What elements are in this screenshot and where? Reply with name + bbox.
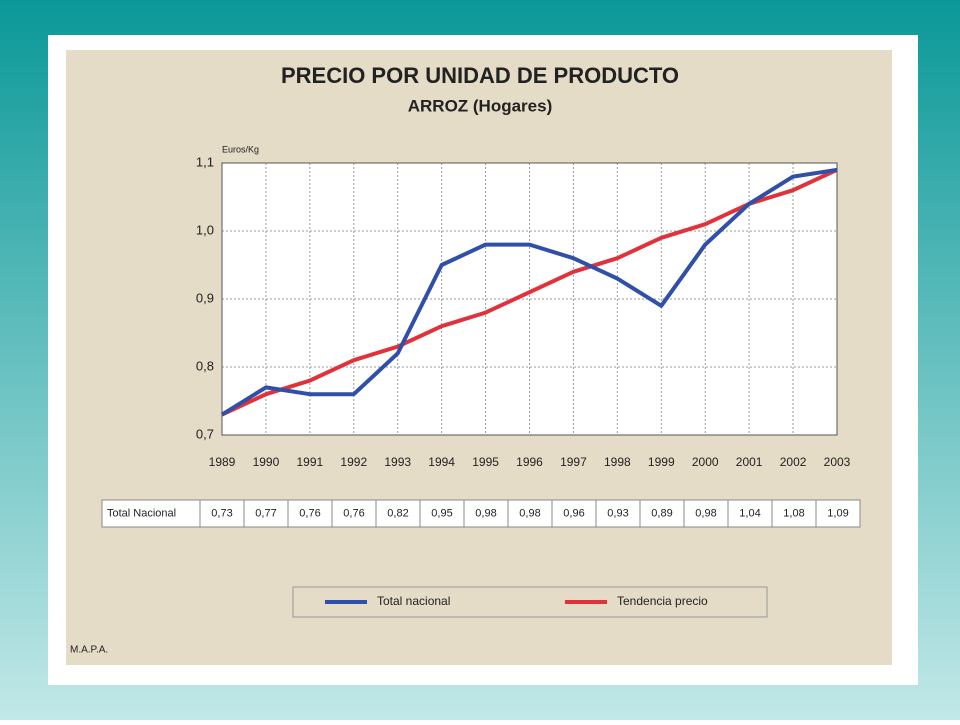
table-cell [551, 499, 597, 528]
chart-title: PRECIO POR UNIDAD DE PRODUCTO [281, 63, 679, 88]
table-value: 1,09 [827, 507, 848, 519]
x-tick-label: 2002 [780, 455, 807, 469]
table-value: 0,77 [255, 507, 276, 519]
x-tick-label: 1989 [209, 455, 236, 469]
x-tick-label: 1991 [297, 455, 324, 469]
table-row-label: Total Nacional [107, 507, 176, 519]
y-tick-label: 1,0 [196, 222, 214, 237]
table-cell [815, 499, 861, 528]
table-cell [463, 499, 509, 528]
x-tick-label: 1999 [648, 455, 675, 469]
table-value: 0,93 [607, 507, 628, 519]
table-value: 0,76 [343, 507, 364, 519]
table-cell [595, 499, 641, 528]
table-cell [375, 499, 421, 528]
legend-label: Total nacional [377, 594, 450, 608]
y-tick-label: 0,7 [196, 426, 214, 441]
x-tick-label: 1995 [472, 455, 499, 469]
x-tick-label: 1990 [253, 455, 280, 469]
x-tick-label: 1992 [340, 455, 367, 469]
legend-label: Tendencia precio [617, 594, 708, 608]
table-cell [507, 499, 553, 528]
table-value: 0,89 [651, 507, 672, 519]
table-value: 0,98 [519, 507, 540, 519]
y-tick-label: 0,8 [196, 358, 214, 373]
series-line [220, 167, 838, 417]
table-cell [287, 499, 333, 528]
series-line [221, 167, 838, 417]
x-tick-label: 1996 [516, 455, 543, 469]
table-value: 1,08 [783, 507, 804, 519]
table-cell [199, 499, 245, 528]
x-tick-label: 2000 [692, 455, 719, 469]
x-tick-label: 1997 [560, 455, 587, 469]
table-value: 1,04 [739, 507, 760, 519]
x-tick-label: 2001 [736, 455, 763, 469]
table-value: 0,98 [695, 507, 716, 519]
y-axis-label: Euros/Kg [222, 144, 259, 154]
table-cell [639, 499, 685, 528]
table-value: 0,73 [211, 507, 232, 519]
legend [292, 586, 768, 618]
table-cell [683, 499, 729, 528]
x-tick-label: 1998 [604, 455, 631, 469]
plot-border [221, 162, 838, 436]
y-tick-label: 1,1 [196, 154, 214, 169]
x-tick-label: 1994 [428, 455, 455, 469]
table-value: 0,95 [431, 507, 452, 519]
table-cell [419, 499, 465, 528]
table-cell [727, 499, 773, 528]
table-value: 0,96 [563, 507, 584, 519]
table-value: 0,98 [475, 507, 496, 519]
source: M.A.P.A. [70, 645, 108, 656]
x-tick-label: 2003 [824, 455, 851, 469]
y-tick-label: 0,9 [196, 290, 214, 305]
x-tick-label: 1993 [384, 455, 411, 469]
table-cell [243, 499, 289, 528]
table-value: 0,76 [299, 507, 320, 519]
chart-subtitle: ARROZ (Hogares) [408, 96, 553, 115]
table-value: 0,82 [387, 507, 408, 519]
